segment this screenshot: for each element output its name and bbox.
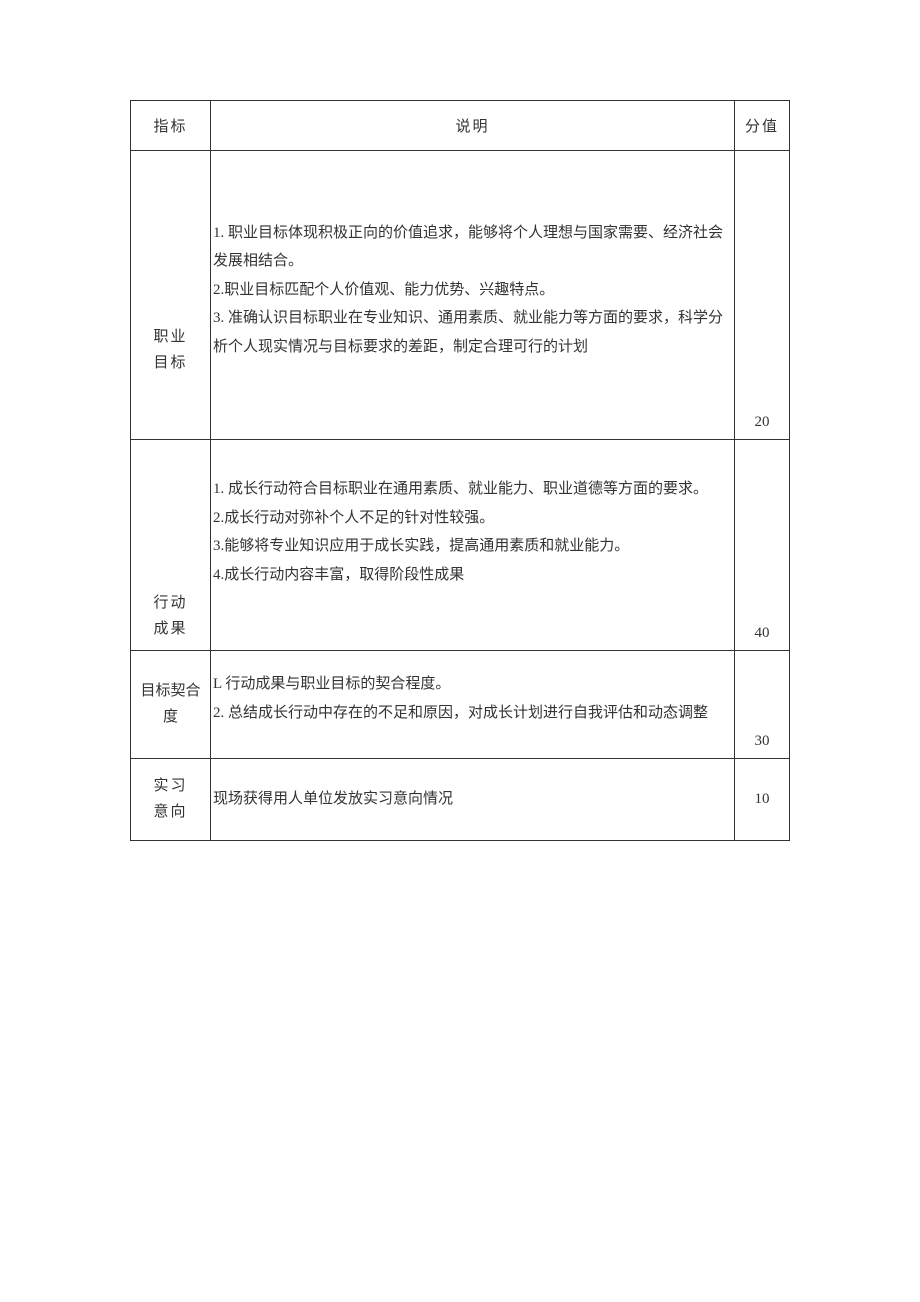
indicator-cell: 行动 成果 [131, 440, 211, 651]
score-cell: 10 [735, 759, 790, 841]
indicator-line1: 职业 [153, 325, 187, 351]
indicator-cell: 实习 意向 [131, 759, 211, 841]
description-cell: 1. 职业目标体现积极正向的价值追求，能够将个人理想与国家需要、经济社会发展相结… [211, 151, 735, 440]
indicator-cell: 职业 目标 [131, 151, 211, 440]
score-cell: 40 [735, 440, 790, 651]
table-row: 职业 目标 1. 职业目标体现积极正向的价值追求，能够将个人理想与国家需要、经济… [131, 151, 790, 440]
table-header-row: 指标 说明 分值 [131, 101, 790, 151]
evaluation-table: 指标 说明 分值 职业 目标 1. 职业目标体现积极正向的价值追求，能够将个人理… [130, 100, 790, 841]
description-cell: 1. 成长行动符合目标职业在通用素质、就业能力、职业道德等方面的要求。2.成长行… [211, 440, 735, 651]
table-row: 实习 意向 现场获得用人单位发放实习意向情况 10 [131, 759, 790, 841]
score-cell: 30 [735, 651, 790, 759]
indicator-line1: 目标契合 [140, 679, 200, 705]
indicator-line2: 成果 [153, 617, 187, 643]
header-score: 分值 [735, 101, 790, 151]
description-cell: 现场获得用人单位发放实习意向情况 [211, 759, 735, 841]
header-indicator: 指标 [131, 101, 211, 151]
indicator-line2: 目标 [153, 351, 187, 377]
indicator-cell: 目标契合 度 [131, 651, 211, 759]
indicator-line1: 实习 [153, 774, 187, 800]
header-description: 说明 [211, 101, 735, 151]
table-row: 行动 成果 1. 成长行动符合目标职业在通用素质、就业能力、职业道德等方面的要求… [131, 440, 790, 651]
indicator-line2: 度 [163, 705, 178, 731]
description-cell: L 行动成果与职业目标的契合程度。2. 总结成长行动中存在的不足和原因，对成长计… [211, 651, 735, 759]
indicator-line2: 意向 [153, 800, 187, 826]
indicator-line1: 行动 [153, 591, 187, 617]
table-row: 目标契合 度 L 行动成果与职业目标的契合程度。2. 总结成长行动中存在的不足和… [131, 651, 790, 759]
score-cell: 20 [735, 151, 790, 440]
